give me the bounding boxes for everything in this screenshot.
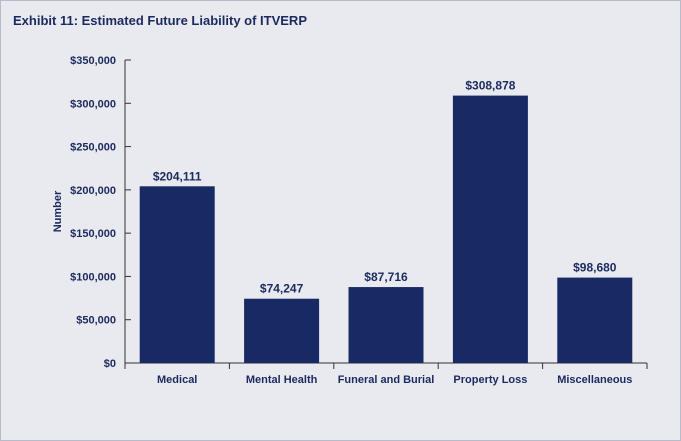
y-axis-title: Number: [52, 190, 64, 232]
y-tick-label: $100,000: [70, 271, 116, 283]
y-tick-label: $150,000: [70, 228, 116, 240]
x-category-label: Property Loss: [453, 374, 527, 386]
x-category-label: Funeral and Burial: [338, 374, 435, 386]
bar-value-label: $74,247: [260, 282, 304, 296]
bar-value-label: $98,680: [573, 261, 617, 275]
y-tick-label: $0: [104, 358, 116, 370]
x-category-label: Miscellaneous: [557, 374, 632, 386]
bar-value-label: $87,716: [364, 270, 408, 284]
bar: [557, 277, 633, 363]
y-tick-label: $250,000: [70, 142, 116, 154]
bar: [452, 95, 528, 363]
bar-value-label: $308,878: [465, 79, 515, 93]
y-tick-label: $350,000: [70, 55, 116, 67]
bar: [139, 186, 215, 363]
bar: [244, 298, 320, 363]
x-category-label: Medical: [157, 374, 197, 386]
bar-value-label: $204,111: [153, 169, 202, 183]
y-tick-label: $50,000: [76, 315, 116, 327]
x-category-label: Mental Health: [246, 374, 318, 386]
chart-title: Exhibit 11: Estimated Future Liability o…: [13, 13, 307, 28]
y-tick-label: $300,000: [70, 98, 116, 110]
y-tick-label: $200,000: [70, 185, 116, 197]
bar: [348, 287, 424, 363]
